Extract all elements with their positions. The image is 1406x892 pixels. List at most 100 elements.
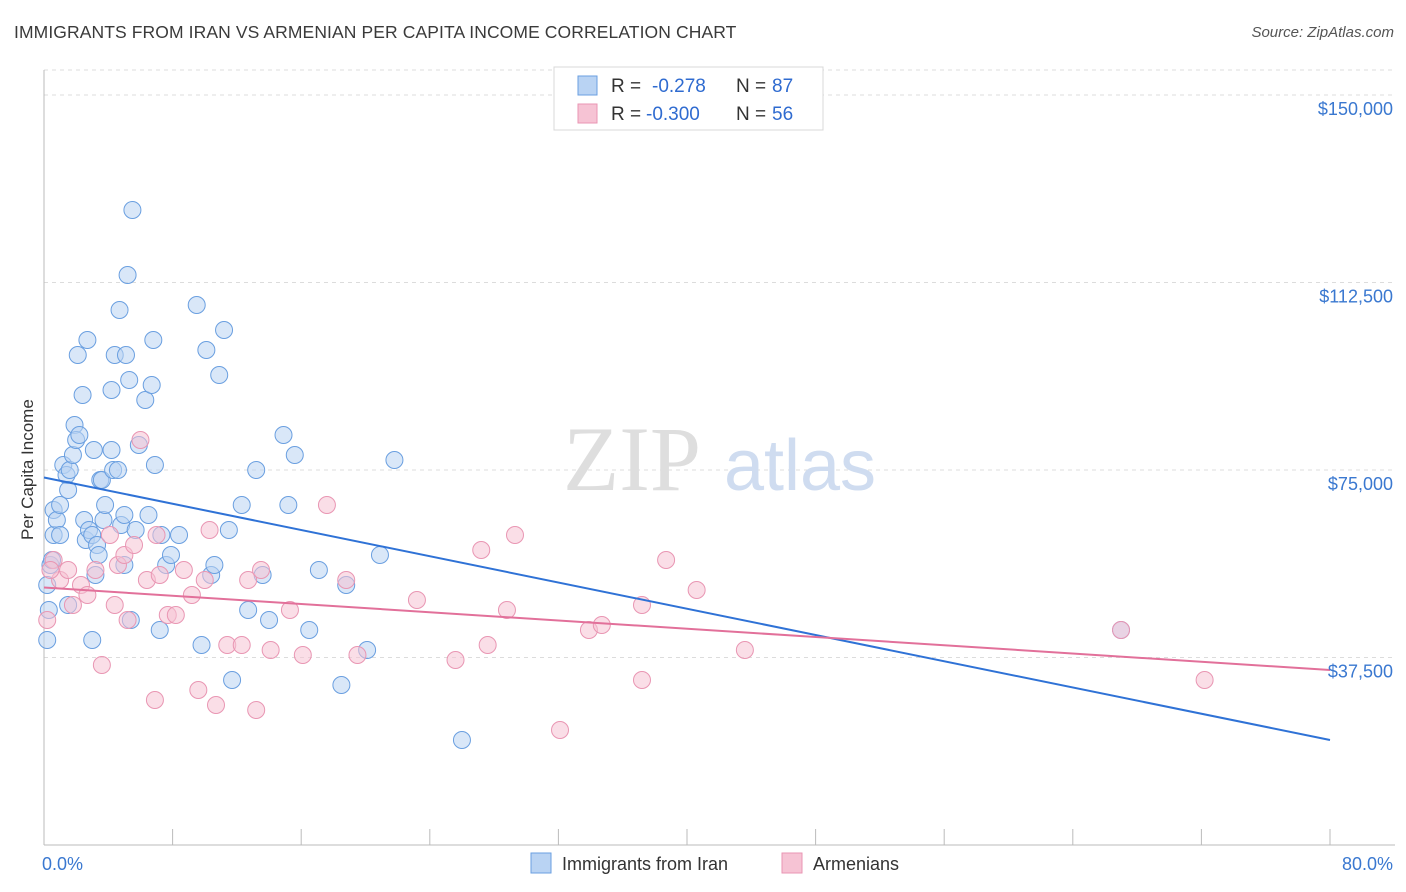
legend-swatch-armenians: [577, 103, 598, 124]
data-point: [182, 586, 201, 604]
data-point: [232, 636, 251, 654]
legend-armenians-label: Armenians: [813, 854, 899, 874]
legend-swatch-iran: [577, 75, 598, 96]
data-point: [86, 561, 105, 579]
data-point: [497, 601, 516, 619]
data-point: [94, 511, 113, 529]
data-point: [261, 641, 280, 659]
data-point: [150, 621, 169, 639]
data-point: [89, 546, 108, 564]
data-point: [239, 571, 258, 589]
data-point: [161, 546, 180, 564]
data-point: [478, 636, 497, 654]
data-point: [147, 526, 166, 544]
data-point: [300, 621, 319, 639]
data-point: [337, 571, 356, 589]
data-point: [174, 561, 193, 579]
data-point: [110, 301, 129, 319]
trend-line-0: [43, 476, 1331, 741]
y-tick-label: $75,000: [1328, 474, 1393, 494]
data-point: [105, 596, 124, 614]
x-tick-label: 0.0%: [42, 854, 83, 874]
data-point: [551, 721, 570, 739]
data-point: [1112, 621, 1131, 639]
watermark-zip: ZIP: [563, 408, 701, 510]
data-point: [348, 646, 367, 664]
trend-line-1: [43, 586, 1331, 671]
data-point: [385, 451, 404, 469]
data-point: [632, 671, 651, 689]
data-point: [102, 441, 121, 459]
x-tick-labels: 0.0% 80.0%: [42, 854, 1393, 874]
data-point: [92, 656, 111, 674]
y-tick-label: $150,000: [1318, 99, 1393, 119]
data-point: [592, 616, 611, 634]
data-point: [100, 526, 119, 544]
data-point: [166, 606, 185, 624]
data-point: [210, 366, 229, 384]
stats-n-label-2: N =: [736, 104, 766, 125]
data-point: [145, 691, 164, 709]
data-point: [118, 611, 137, 629]
data-point: [215, 321, 234, 339]
data-point: [73, 386, 92, 404]
data-point: [332, 676, 351, 694]
source-label: Source: ZipAtlas.com: [1251, 24, 1394, 41]
data-point: [170, 526, 189, 544]
legend-iran-swatch: [530, 852, 552, 874]
data-point: [309, 561, 328, 579]
data-point: [63, 596, 82, 614]
data-point: [59, 561, 78, 579]
data-point: [195, 571, 214, 589]
stats-n-value-2: 56: [772, 104, 793, 125]
stats-r-label-1: R =: [611, 76, 641, 97]
data-point: [108, 461, 127, 479]
legend-armenians-swatch: [781, 852, 803, 874]
stats-n-label-1: N =: [736, 76, 766, 97]
data-point: [274, 426, 293, 444]
data-point: [120, 371, 139, 389]
data-point: [136, 391, 155, 409]
data-point: [123, 201, 142, 219]
data-point: [407, 591, 426, 609]
data-point: [131, 431, 150, 449]
data-point: [38, 631, 57, 649]
data-point: [197, 341, 216, 359]
watermark-atlas: atlas: [724, 426, 876, 506]
data-point: [657, 551, 676, 569]
data-point: [145, 456, 164, 474]
data-point: [115, 506, 134, 524]
data-point: [735, 641, 754, 659]
data-point: [139, 506, 158, 524]
data-point: [83, 631, 102, 649]
data-point: [63, 446, 82, 464]
data-point: [293, 646, 312, 664]
stats-legend: R = -0.278 N = 87 R = -0.300 N = 56: [553, 66, 824, 131]
data-point: [126, 521, 145, 539]
data-point: [102, 381, 121, 399]
stats-n-value-1: 87: [772, 76, 793, 97]
stats-r-label-2: R =: [611, 104, 641, 125]
data-points: [38, 201, 1214, 749]
data-point: [125, 536, 144, 554]
data-point: [247, 701, 266, 719]
legend-iran-label: Immigrants from Iran: [562, 854, 728, 874]
x-tick-label: 80.0%: [1342, 854, 1393, 874]
data-point: [1195, 671, 1214, 689]
data-point: [200, 521, 219, 539]
data-point: [219, 521, 238, 539]
data-point: [189, 681, 208, 699]
data-point: [260, 611, 279, 629]
data-point: [223, 671, 242, 689]
series-legend: Immigrants from Iran Armenians: [530, 852, 899, 874]
chart-title: IMMIGRANTS FROM IRAN VS ARMENIAN PER CAP…: [14, 22, 737, 42]
axes: [43, 70, 1395, 846]
data-point: [687, 581, 706, 599]
data-point: [144, 331, 163, 349]
data-point: [51, 496, 70, 514]
watermark: ZIP atlas: [563, 408, 876, 510]
data-point: [41, 561, 60, 579]
y-tick-label: $37,500: [1328, 662, 1393, 682]
series-1-points: [38, 431, 1214, 739]
